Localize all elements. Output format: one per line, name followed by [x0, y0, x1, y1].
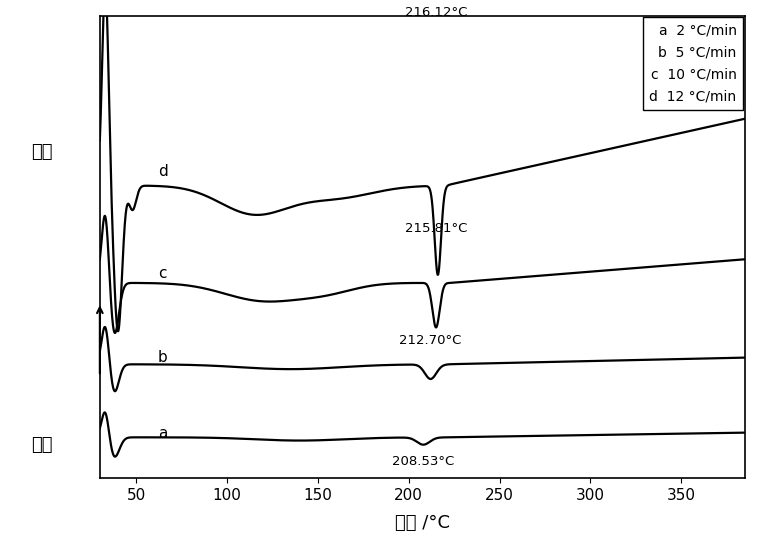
Text: a: a: [158, 426, 167, 441]
Text: a  2 °C/min
b  5 °C/min
c  10 °C/min
d  12 °C/min: a 2 °C/min b 5 °C/min c 10 °C/min d 12 °…: [650, 23, 737, 104]
Text: 215.81°C: 215.81°C: [405, 222, 467, 235]
Text: 208.53°C: 208.53°C: [392, 455, 455, 468]
Text: c: c: [158, 266, 167, 281]
Text: b: b: [158, 350, 167, 365]
Text: d: d: [158, 165, 167, 179]
Text: 放热: 放热: [31, 436, 53, 454]
X-axis label: 温度 /°C: 温度 /°C: [395, 514, 450, 532]
Text: 216.12°C: 216.12°C: [405, 6, 467, 19]
Text: 212.70°C: 212.70°C: [399, 334, 462, 346]
Text: 热流: 热流: [31, 143, 53, 161]
